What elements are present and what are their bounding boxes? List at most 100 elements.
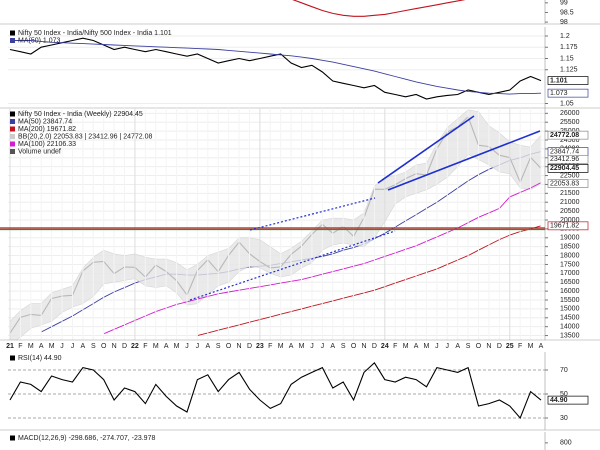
value-box (547, 88, 589, 98)
last-value-label: 1.101 (550, 77, 568, 84)
y-tick-label: 1.2 (560, 33, 570, 40)
legend-swatch (10, 38, 15, 43)
x-tick-label: F (18, 343, 22, 350)
x-tick-label: F (143, 343, 147, 350)
x-tick-label: M (28, 343, 34, 350)
legend-label: MA(100) 22106.33 (18, 141, 76, 148)
x-tick-label: 25 (506, 343, 514, 350)
trend-line-dotted (189, 230, 396, 301)
x-tick-label: S (466, 343, 471, 350)
legend-label: RSI(14) 44.90 (18, 355, 62, 362)
x-tick-label: A (330, 343, 335, 350)
x-tick-label: J (446, 343, 450, 350)
legend-label: MA(50) 1.073 (18, 37, 61, 44)
x-tick-label: F (268, 343, 272, 350)
last-value-label: 22053.83 (550, 180, 579, 187)
y-tick-label: 1.05 (560, 100, 574, 107)
panel (8, 108, 545, 340)
y-tick-label: 14500 (560, 315, 580, 322)
value-box (547, 76, 589, 85)
x-tick-label: J (196, 343, 200, 350)
x-tick-label: A (455, 343, 460, 350)
y-tick-label: 21000 (560, 199, 580, 206)
x-tick-label: M (528, 343, 534, 350)
series-line (10, 40, 542, 95)
x-tick-label: D (372, 343, 377, 350)
x-tick-label: D (247, 343, 252, 350)
y-tick-label: 99 (560, 0, 568, 7)
y-tick-label: 17500 (560, 261, 580, 268)
y-tick-label: 22500 (560, 172, 580, 179)
y-tick-label: 16000 (560, 288, 580, 295)
legend-label: MA(50) 23847.74 (18, 118, 72, 125)
x-tick-label: A (164, 343, 169, 350)
last-value-label: 23847.74 (550, 148, 579, 155)
y-tick-label: 15500 (560, 297, 580, 304)
y-tick-label: 13500 (560, 332, 580, 339)
trend-line (377, 115, 475, 184)
y-tick-label: 24500 (560, 137, 580, 144)
legend-label: BB(20,2.0) 22053.83 | 23412.96 | 24772.0… (18, 133, 153, 140)
y-tick-label: 30 (560, 415, 568, 422)
x-tick-label: S (91, 343, 96, 350)
trend-line-dotted (249, 197, 376, 231)
x-tick-label: D (497, 343, 502, 350)
y-tick-label: 14000 (560, 324, 580, 331)
x-tick-label: S (341, 343, 346, 350)
x-tick-label: A (81, 343, 86, 350)
x-tick-label: J (185, 343, 189, 350)
value-box (547, 395, 589, 405)
panel (8, 361, 545, 420)
x-tick-label: J (310, 343, 314, 350)
x-tick-label: 23 (256, 343, 264, 350)
x-tick-label: J (60, 343, 64, 350)
y-tick-label: 16500 (560, 279, 580, 286)
value-box (547, 164, 589, 173)
x-tick-label: M (403, 343, 409, 350)
legend-swatch (10, 111, 15, 117)
x-tick-label: 22 (131, 343, 139, 350)
y-tick-label: 18500 (560, 244, 580, 251)
y-tick-label: 21500 (560, 190, 580, 197)
x-tick-label: O (101, 343, 107, 350)
series-line (9, 37, 542, 100)
y-tick-label: 70 (560, 367, 568, 374)
y-tick-label: 98.5 (560, 9, 574, 16)
y-tick-label: 1.15 (560, 55, 574, 62)
trend-line (387, 130, 541, 191)
y-tick-label: 20000 (560, 217, 580, 224)
x-tick-label: 24 (381, 343, 389, 350)
legend-swatch (10, 126, 15, 132)
x-tick-label: M (299, 343, 305, 350)
legend-label: Nifty 50 Index - India/Nifty 500 Index -… (18, 30, 172, 37)
y-tick-label: 1.175 (560, 44, 578, 51)
x-tick-label: N (237, 343, 242, 350)
x-tick-label: A (414, 343, 419, 350)
x-tick-label: J (321, 343, 325, 350)
value-box (547, 154, 589, 164)
last-value-label: 44.90 (550, 397, 568, 404)
value-box (547, 130, 589, 140)
legend-swatch (10, 355, 15, 361)
series-line (9, 361, 542, 420)
x-tick-label: O (226, 343, 232, 350)
y-tick-label: 17000 (560, 270, 580, 277)
x-tick-label: M (424, 343, 430, 350)
x-tick-label: A (205, 343, 210, 350)
x-tick-label: J (71, 343, 75, 350)
last-value-label: 1.073 (550, 90, 568, 97)
series-line (292, 0, 466, 17)
x-tick-label: A (39, 343, 44, 350)
value-box (547, 179, 589, 188)
y-tick-label: 26000 (560, 110, 580, 117)
y-tick-label: 18000 (560, 252, 580, 259)
legend-swatch (10, 134, 15, 139)
legend-swatch (10, 119, 15, 124)
legend-label: Volume undef (18, 148, 61, 155)
last-value-label: 22904.45 (550, 165, 579, 172)
x-tick-label: A (539, 343, 544, 350)
last-value-label: 19671.82 (550, 223, 579, 230)
x-tick-label: F (518, 343, 522, 350)
y-tick-label: 20500 (560, 208, 580, 215)
series-line (197, 225, 542, 337)
